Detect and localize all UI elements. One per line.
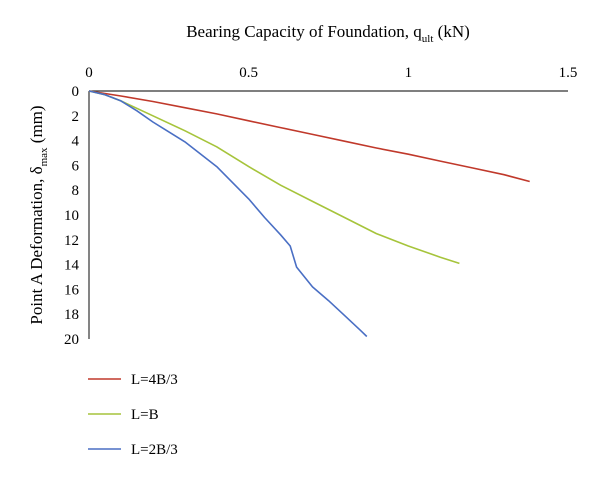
y-tick-labels: 0 2 4 6 8 10 12 14 16 18 20	[64, 84, 80, 348]
x-tick-label: 1	[405, 65, 413, 81]
y-tick-label: 0	[72, 84, 80, 100]
x-tick-labels: 0 0.5 1 1.5	[85, 65, 577, 81]
legend-label-3: L=2B/3	[131, 442, 178, 458]
axes	[88, 90, 568, 339]
series-line-3	[88, 90, 368, 338]
y-tick-label: 8	[72, 183, 80, 199]
x-tick-label: 0.5	[239, 65, 258, 81]
series-lines	[88, 90, 530, 338]
y-tick-label: 12	[64, 233, 79, 249]
y-tick-label: 14	[64, 258, 80, 274]
y-tick-label: 20	[64, 332, 79, 348]
y-tick-label: 10	[64, 208, 79, 224]
legend: L=4B/3 L=B L=2B/3	[88, 372, 178, 458]
y-tick-label: 18	[64, 307, 79, 323]
x-tick-label: 1.5	[559, 65, 578, 81]
y-tick-label: 2	[72, 109, 80, 125]
chart-title: Bearing Capacity of Foundation, qult (kN…	[186, 22, 470, 45]
x-tick-label: 0	[85, 65, 93, 81]
y-axis-label: Point A Deformation, δmax (mm)	[27, 105, 50, 324]
y-tick-label: 16	[64, 282, 80, 298]
legend-label-2: L=B	[131, 407, 159, 423]
y-tick-label: 4	[72, 134, 80, 150]
legend-label-1: L=4B/3	[131, 372, 178, 388]
y-tick-label: 6	[72, 158, 80, 174]
series-line-1	[88, 90, 530, 183]
